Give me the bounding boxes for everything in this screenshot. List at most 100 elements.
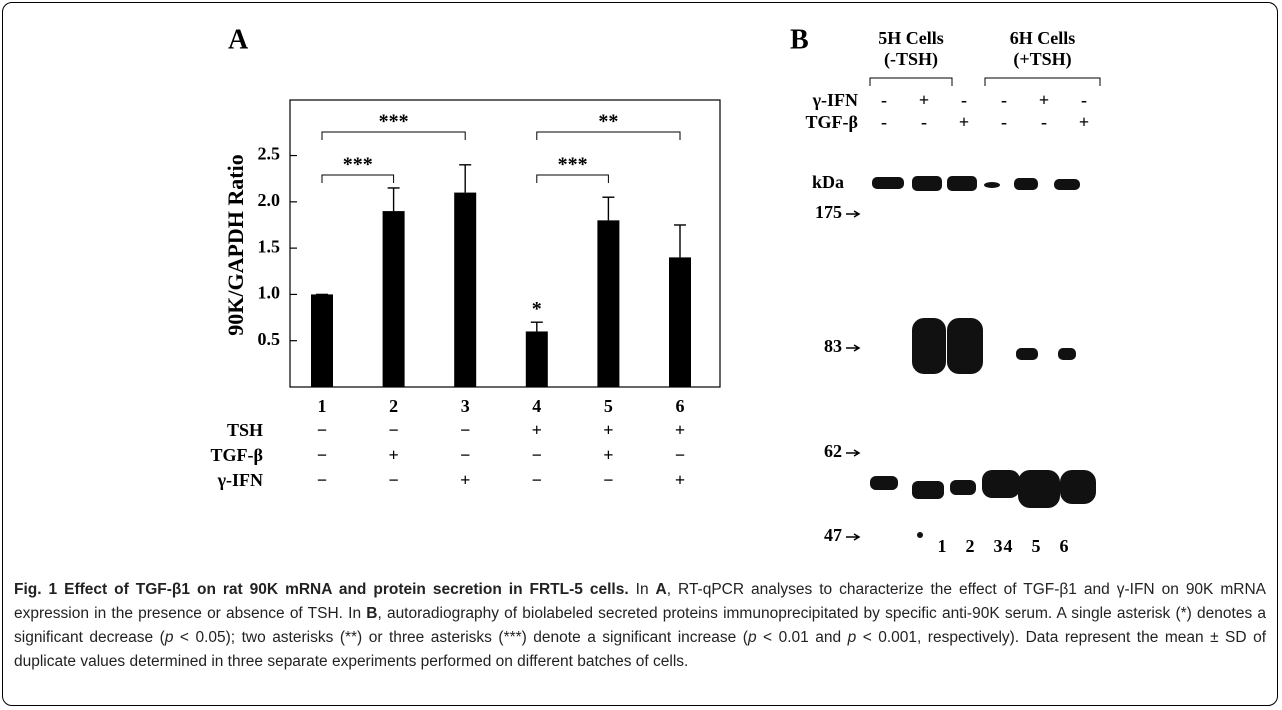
- significance-bracket: [322, 175, 394, 183]
- significance-bracket: [322, 132, 465, 140]
- condition-sign: −: [388, 470, 398, 490]
- condition-sign: −: [532, 470, 542, 490]
- caption-symbol: p: [748, 629, 757, 646]
- bar: [383, 211, 405, 387]
- condition-sign: −: [317, 445, 327, 465]
- condition-name: TGF-β: [806, 112, 858, 132]
- y-tick-label: 0.5: [258, 329, 281, 349]
- blot-bands: [870, 176, 1096, 538]
- marker-label: 62: [824, 441, 842, 461]
- caption-symbol: p: [848, 629, 857, 646]
- panel-label: B: [790, 24, 809, 55]
- significance-label: ***: [343, 154, 373, 176]
- group-header: 5H Cells: [878, 28, 944, 48]
- group-bracket: [985, 78, 1100, 86]
- bar: [526, 331, 548, 387]
- significance-label: *: [532, 298, 542, 320]
- caption-text: In: [629, 581, 656, 598]
- condition-sign: −: [532, 445, 542, 465]
- error-bar: [531, 322, 543, 331]
- condition-sign: −: [460, 420, 470, 440]
- lane-label: 2: [966, 536, 975, 556]
- y-tick-label: 2.0: [258, 190, 281, 210]
- marker-label: 175: [815, 202, 842, 222]
- significance-label: ***: [558, 154, 588, 176]
- condition-name: TSH: [227, 420, 263, 440]
- condition-sign: -: [921, 112, 927, 132]
- y-tick-label: 1.0: [258, 283, 281, 303]
- marker-arrow: [846, 211, 859, 217]
- y-tick-label: 1.5: [258, 236, 281, 256]
- condition-sign: +: [388, 445, 398, 465]
- x-tick-label: 6: [676, 396, 685, 416]
- error-bar: [459, 165, 471, 193]
- bar: [597, 220, 619, 387]
- condition-sign: -: [881, 90, 887, 110]
- significance-label: ***: [379, 111, 409, 133]
- condition-sign: +: [919, 90, 929, 110]
- caption-text: < 0.05); two asterisks (**) or three ast…: [173, 629, 748, 646]
- error-bar: [674, 225, 686, 257]
- plot-frame: [290, 100, 720, 387]
- condition-name: γ-IFN: [217, 470, 263, 490]
- lane-label: 4: [1004, 536, 1013, 556]
- condition-sign: +: [532, 420, 542, 440]
- condition-sign: +: [1079, 112, 1089, 132]
- unit-label: kDa: [812, 172, 844, 192]
- significance-label: **: [598, 111, 618, 133]
- group-header: 6H Cells: [1010, 28, 1076, 48]
- significance-bracket: [537, 175, 609, 183]
- bar: [311, 294, 333, 387]
- condition-sign: −: [317, 420, 327, 440]
- group-header: (-TSH): [884, 49, 938, 70]
- condition-name: TGF-β: [211, 445, 263, 465]
- marker-arrow: [846, 534, 859, 540]
- condition-sign: -: [1081, 90, 1087, 110]
- condition-sign: −: [317, 470, 327, 490]
- x-tick-label: 4: [532, 396, 541, 416]
- lane-label: 6: [1060, 536, 1069, 556]
- bar: [454, 193, 476, 387]
- marker-arrow: [846, 450, 859, 456]
- condition-sign: +: [1039, 90, 1049, 110]
- condition-sign: -: [881, 112, 887, 132]
- error-bar: [388, 188, 400, 211]
- condition-sign: −: [460, 445, 470, 465]
- y-axis-label: 90K/GAPDH Ratio: [223, 154, 248, 336]
- condition-sign: +: [603, 420, 613, 440]
- condition-sign: +: [675, 470, 685, 490]
- condition-name: γ-IFN: [812, 90, 858, 110]
- marker-label: 83: [824, 336, 842, 356]
- caption-ref: B: [366, 605, 377, 622]
- lane-label: 5: [1032, 536, 1041, 556]
- condition-sign: -: [1001, 112, 1007, 132]
- condition-sign: +: [675, 420, 685, 440]
- condition-sign: -: [1001, 90, 1007, 110]
- panel-label: A: [228, 24, 249, 55]
- condition-sign: +: [460, 470, 470, 490]
- x-tick-label: 5: [604, 396, 613, 416]
- bar: [669, 257, 691, 387]
- caption-title: Fig. 1 Effect of TGF-β1 on rat 90K mRNA …: [14, 581, 629, 598]
- condition-sign: +: [959, 112, 969, 132]
- significance-bracket: [537, 132, 680, 140]
- y-tick-label: 2.5: [258, 144, 281, 164]
- caption-ref: A: [656, 581, 667, 598]
- lane-label: 1: [938, 536, 947, 556]
- error-bar: [602, 197, 614, 220]
- marker-arrow: [846, 345, 859, 351]
- lane-label: 3: [994, 536, 1003, 556]
- condition-sign: -: [961, 90, 967, 110]
- condition-sign: −: [388, 420, 398, 440]
- condition-sign: +: [603, 445, 613, 465]
- x-tick-label: 2: [389, 396, 398, 416]
- condition-sign: −: [675, 445, 685, 465]
- group-header: (+TSH): [1013, 49, 1071, 70]
- marker-label: 47: [824, 525, 842, 545]
- figure-caption: Fig. 1 Effect of TGF-β1 on rat 90K mRNA …: [14, 578, 1266, 674]
- condition-sign: -: [1041, 112, 1047, 132]
- caption-text: < 0.01 and: [757, 629, 848, 646]
- x-tick-label: 1: [318, 396, 327, 416]
- condition-sign: −: [603, 470, 613, 490]
